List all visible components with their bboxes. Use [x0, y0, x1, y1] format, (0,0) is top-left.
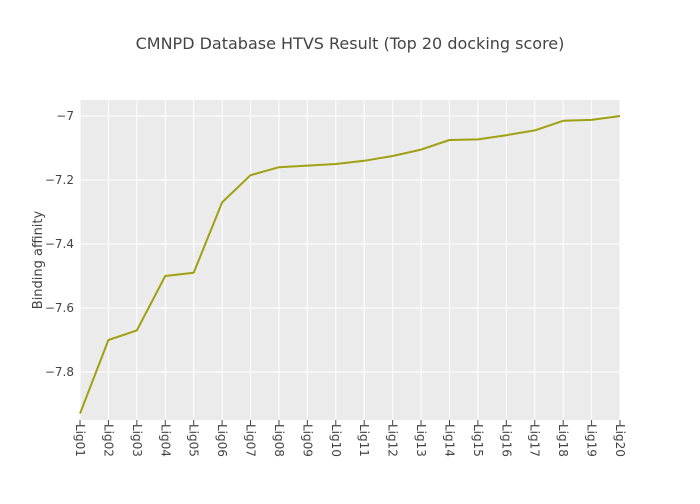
x-tick-label: Lig08	[272, 424, 286, 457]
series-line	[79, 115, 621, 414]
x-tick-label: Lig19	[585, 424, 599, 457]
data-point[interactable]	[361, 158, 367, 164]
x-tick-label: Lig05	[187, 424, 201, 457]
y-tick-label: −7	[56, 109, 74, 123]
x-tick-label: Lig14	[442, 424, 456, 457]
x-tick-label: Lig02	[101, 424, 115, 457]
x-tick-label: Lig11	[357, 424, 371, 457]
data-point[interactable]	[333, 161, 339, 167]
data-point[interactable]	[134, 327, 140, 333]
x-tick-label: Lig07	[244, 424, 258, 457]
data-point[interactable]	[219, 199, 225, 205]
y-tick-label: −7.6	[45, 301, 74, 315]
y-tick-label: −7.4	[45, 237, 74, 251]
data-point[interactable]	[446, 137, 452, 143]
data-point[interactable]	[276, 164, 282, 170]
data-point[interactable]	[589, 117, 595, 123]
x-tick-label: Lig12	[386, 424, 400, 457]
x-tick-label: Lig15	[471, 424, 485, 457]
y-axis-title: Binding affinity	[31, 210, 46, 309]
data-point[interactable]	[418, 147, 424, 153]
data-point[interactable]	[617, 113, 623, 119]
x-tick-label: Lig03	[130, 424, 144, 457]
x-tick-label: Lig17	[528, 424, 542, 457]
data-point[interactable]	[304, 163, 310, 169]
x-tick-label: Lig04	[158, 424, 172, 457]
chart-title: CMNPD Database HTVS Result (Top 20 docki…	[136, 34, 565, 53]
y-axis-ticks: −7.8 −7.6 −7.4 −7.2 −7	[45, 109, 74, 379]
data-point[interactable]	[390, 153, 396, 159]
x-tick-label: Lig18	[556, 424, 570, 457]
x-tick-label: Lig10	[329, 424, 343, 457]
x-tick-label: Lig01	[73, 424, 87, 457]
data-point[interactable]	[503, 132, 509, 138]
x-tick-label: Lig09	[300, 424, 314, 457]
x-axis-ticks: Lig01 Lig02 Lig03 Lig04 Lig05 Lig06 Lig07 Lig08…	[73, 420, 627, 457]
data-point[interactable]	[162, 273, 168, 279]
data-point[interactable]	[105, 337, 111, 343]
y-tick-label: −7.2	[45, 173, 74, 187]
y-tick-label: −7.8	[45, 365, 74, 379]
x-tick-label: Lig13	[414, 424, 428, 457]
x-tick-label: Lig16	[499, 424, 513, 457]
x-tick-label: Lig06	[215, 424, 229, 457]
data-point[interactable]	[475, 136, 481, 142]
series-layer	[77, 113, 623, 417]
data-point[interactable]	[191, 270, 197, 276]
data-point[interactable]	[248, 172, 254, 178]
data-point[interactable]	[77, 411, 83, 417]
data-point[interactable]	[560, 118, 566, 124]
data-point[interactable]	[532, 127, 538, 133]
x-tick-label: Lig20	[613, 424, 627, 457]
plot-background	[80, 100, 620, 420]
gridlines	[79, 100, 621, 420]
